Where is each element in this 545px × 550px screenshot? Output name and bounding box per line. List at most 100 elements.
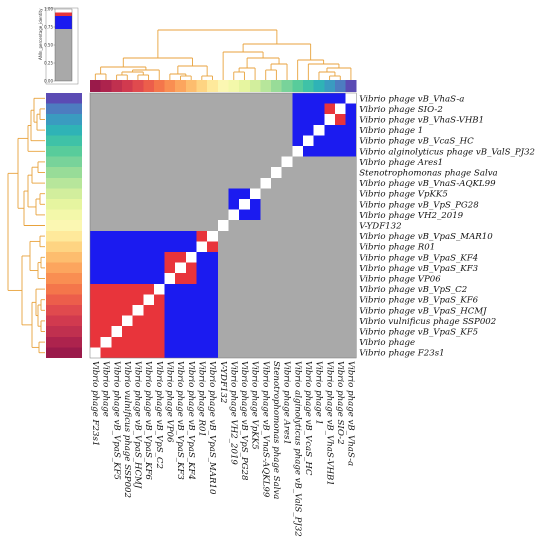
heatmap-cell bbox=[185, 336, 197, 348]
heatmap-cell bbox=[324, 315, 336, 327]
heatmap-cell bbox=[239, 294, 250, 306]
heatmap-cell bbox=[345, 294, 357, 306]
heatmap-cell bbox=[228, 262, 240, 274]
heatmap-cell bbox=[292, 273, 304, 284]
heatmap-cell bbox=[185, 135, 197, 147]
heatmap-cell bbox=[239, 326, 250, 337]
heatmap-cell bbox=[100, 209, 112, 221]
heatmap-cell bbox=[334, 347, 346, 359]
heatmap-cell bbox=[164, 199, 176, 210]
heatmap-cell bbox=[249, 305, 261, 316]
heatmap-cell bbox=[196, 347, 208, 359]
heatmap-cell bbox=[249, 188, 261, 200]
heatmap-cell bbox=[153, 135, 165, 147]
heatmap-cell bbox=[271, 156, 282, 168]
heatmap-cell bbox=[292, 283, 304, 295]
column-class-swatch bbox=[132, 80, 144, 92]
heatmap-cell bbox=[100, 114, 112, 125]
heatmap-cell bbox=[334, 103, 346, 115]
heatmap-cell bbox=[345, 241, 357, 253]
heatmap-cell bbox=[175, 199, 187, 210]
heatmap-cell bbox=[185, 283, 197, 295]
heatmap-cell bbox=[207, 347, 218, 359]
heatmap-cell bbox=[100, 273, 112, 284]
heatmap-cell bbox=[207, 103, 218, 115]
heatmap-cell bbox=[313, 103, 325, 115]
heatmap-cell bbox=[90, 167, 101, 178]
heatmap-cell bbox=[313, 294, 325, 306]
heatmap-cell bbox=[175, 209, 187, 221]
heatmap-cell bbox=[249, 220, 261, 231]
heatmap-cell bbox=[303, 146, 314, 157]
heatmap-cell bbox=[260, 273, 272, 284]
heatmap-cell bbox=[260, 294, 272, 306]
heatmap-cell bbox=[292, 230, 304, 242]
heatmap-cell bbox=[217, 347, 229, 359]
legend-band bbox=[55, 29, 72, 81]
heatmap-cell bbox=[239, 262, 250, 274]
heatmap-cell bbox=[175, 156, 187, 168]
heatmap-cell bbox=[100, 230, 112, 242]
row-label: Vibrio phage vB_VpaS_KF6 bbox=[359, 296, 478, 306]
heatmap-cell bbox=[345, 315, 357, 327]
heatmap-cell bbox=[111, 199, 123, 210]
heatmap-cell bbox=[132, 262, 144, 274]
heatmap-cell bbox=[111, 283, 123, 295]
heatmap-cell bbox=[281, 241, 293, 253]
heatmap-cell bbox=[334, 241, 346, 253]
heatmap-cell bbox=[260, 177, 272, 189]
column-label: Vibrio phage vB_VpaS_HCMJ bbox=[133, 361, 143, 489]
legend-band bbox=[55, 12, 72, 17]
heatmap-cell bbox=[196, 220, 208, 231]
heatmap-cell bbox=[271, 305, 282, 316]
heatmap-cell bbox=[185, 167, 197, 178]
heatmap-cell bbox=[164, 273, 176, 284]
heatmap-cell bbox=[313, 209, 325, 221]
heatmap-cell bbox=[100, 135, 112, 147]
column-label: V-YDF132 bbox=[218, 361, 228, 403]
heatmap-cell bbox=[281, 156, 293, 168]
heatmap-cell bbox=[228, 135, 240, 147]
heatmap-cell bbox=[217, 103, 229, 115]
heatmap-cell bbox=[239, 315, 250, 327]
heatmap-cell bbox=[303, 135, 314, 147]
heatmap-cell bbox=[111, 252, 123, 263]
column-class-swatch bbox=[281, 80, 293, 92]
heatmap-cell bbox=[292, 241, 304, 253]
heatmap-cell bbox=[196, 262, 208, 274]
heatmap-cell bbox=[260, 252, 272, 263]
heatmap-cell bbox=[324, 305, 336, 316]
column-label: Vibrio phage SIO-2 bbox=[335, 361, 345, 445]
row-class-swatch bbox=[46, 177, 82, 189]
heatmap-cell bbox=[334, 167, 346, 178]
heatmap-cell bbox=[249, 294, 261, 306]
heatmap-cell bbox=[143, 305, 155, 316]
heatmap-cell bbox=[313, 230, 325, 242]
heatmap-cell bbox=[132, 167, 144, 178]
heatmap-cell bbox=[175, 347, 187, 359]
heatmap-cell bbox=[334, 273, 346, 284]
heatmap-cell bbox=[207, 262, 218, 274]
heatmap-cell bbox=[228, 167, 240, 178]
heatmap-cell bbox=[207, 273, 218, 284]
heatmap-cell bbox=[111, 315, 123, 327]
heatmap-cell bbox=[303, 336, 314, 348]
heatmap-cell bbox=[313, 326, 325, 337]
heatmap-cell bbox=[303, 262, 314, 274]
heatmap-cell bbox=[164, 146, 176, 157]
heatmap-cell bbox=[345, 146, 357, 157]
heatmap-cell bbox=[292, 220, 304, 231]
heatmap-cell bbox=[153, 114, 165, 125]
heatmap-cell bbox=[260, 347, 272, 359]
heatmap-cell bbox=[111, 124, 123, 136]
heatmap-cell bbox=[313, 167, 325, 178]
heatmap-cell bbox=[239, 305, 250, 316]
heatmap-cell bbox=[249, 124, 261, 136]
heatmap-cell bbox=[153, 146, 165, 157]
heatmap-cell bbox=[303, 230, 314, 242]
row-label: Vibrio phage vB_VnaS-AQKL99 bbox=[359, 179, 496, 189]
heatmap-cell bbox=[239, 199, 250, 210]
column-label: Vibrio phage vB_VpaS_MAR10 bbox=[207, 361, 217, 495]
